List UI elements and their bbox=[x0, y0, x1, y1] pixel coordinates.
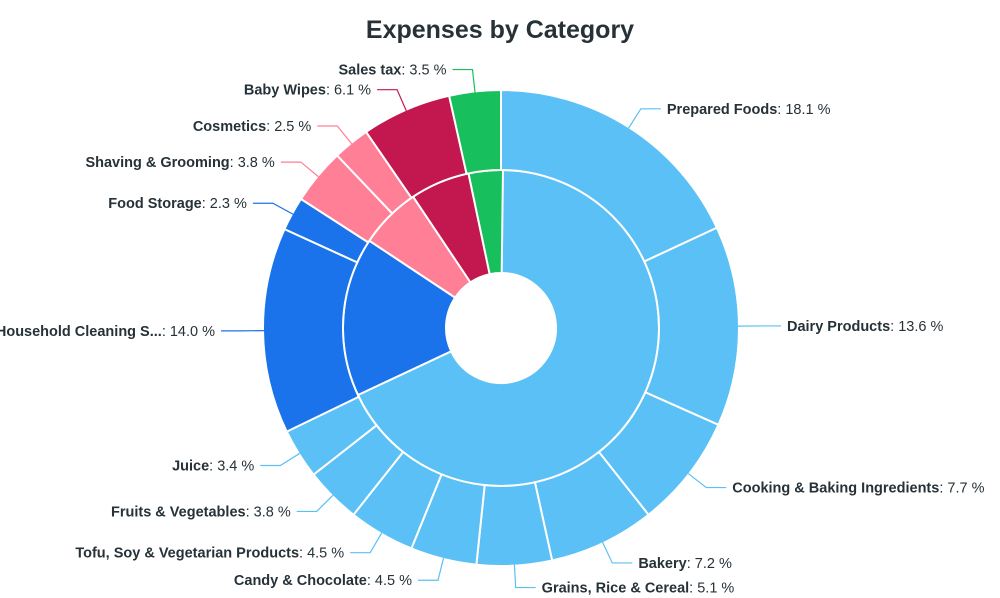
leader-line-tofu-soy-vegetarian-products bbox=[350, 532, 383, 554]
chart-title: Expenses by Category bbox=[365, 16, 635, 44]
data-label-grains-rice-cereal: Grains, Rice & Cereal: 5.1 % bbox=[542, 581, 735, 597]
data-label-fruits-vegetables: Fruits & Vegetables: 3.8 % bbox=[111, 504, 291, 520]
leader-line-cosmetics bbox=[317, 125, 353, 145]
data-label-bakery: Bakery: 7.2 % bbox=[638, 556, 732, 572]
outer-slice-dairy-products[interactable] bbox=[642, 226, 740, 427]
data-label-household-cleaning-s: Household Cleaning S...: 14.0 % bbox=[0, 324, 215, 340]
data-label-candy-chocolate: Candy & Chocolate: 4.5 % bbox=[234, 573, 412, 589]
leader-line-shaving-grooming bbox=[280, 161, 319, 178]
data-label-shaving-grooming: Shaving & Grooming: 3.8 % bbox=[85, 155, 274, 171]
data-label-tofu-soy-vegetarian-products: Tofu, Soy & Vegetarian Products: 4.5 % bbox=[75, 546, 344, 562]
data-label-dairy-products: Dairy Products: 13.6 % bbox=[787, 319, 943, 335]
data-label-cosmetics: Cosmetics: 2.5 % bbox=[193, 119, 312, 135]
leader-line-grains-rice-cereal bbox=[513, 564, 536, 589]
leader-line-candy-chocolate bbox=[417, 557, 445, 581]
leader-line-cooking-baking-ingredients bbox=[687, 472, 727, 489]
data-label-prepared-foods: Prepared Foods: 18.1 % bbox=[667, 102, 831, 118]
data-label-baby-wipes: Baby Wipes: 6.1 % bbox=[244, 83, 371, 99]
leader-line-prepared-foods bbox=[627, 108, 661, 129]
leader-line-sales-tax bbox=[452, 68, 476, 93]
leader-line-juice bbox=[260, 452, 301, 467]
data-label-sales-tax: Sales tax: 3.5 % bbox=[338, 63, 446, 79]
leader-line-baby-wipes bbox=[377, 89, 407, 111]
data-label-juice: Juice: 3.4 % bbox=[172, 458, 254, 474]
leader-line-fruits-vegetables bbox=[296, 494, 334, 513]
leader-line-bakery bbox=[601, 541, 633, 564]
leader-line-food-storage bbox=[252, 202, 294, 215]
data-label-food-storage: Food Storage: 2.3 % bbox=[108, 196, 247, 212]
outer-slice-sales-tax[interactable] bbox=[447, 88, 502, 175]
data-label-cooking-baking-ingredients: Cooking & Baking Ingredients: 7.7 % bbox=[732, 481, 984, 497]
